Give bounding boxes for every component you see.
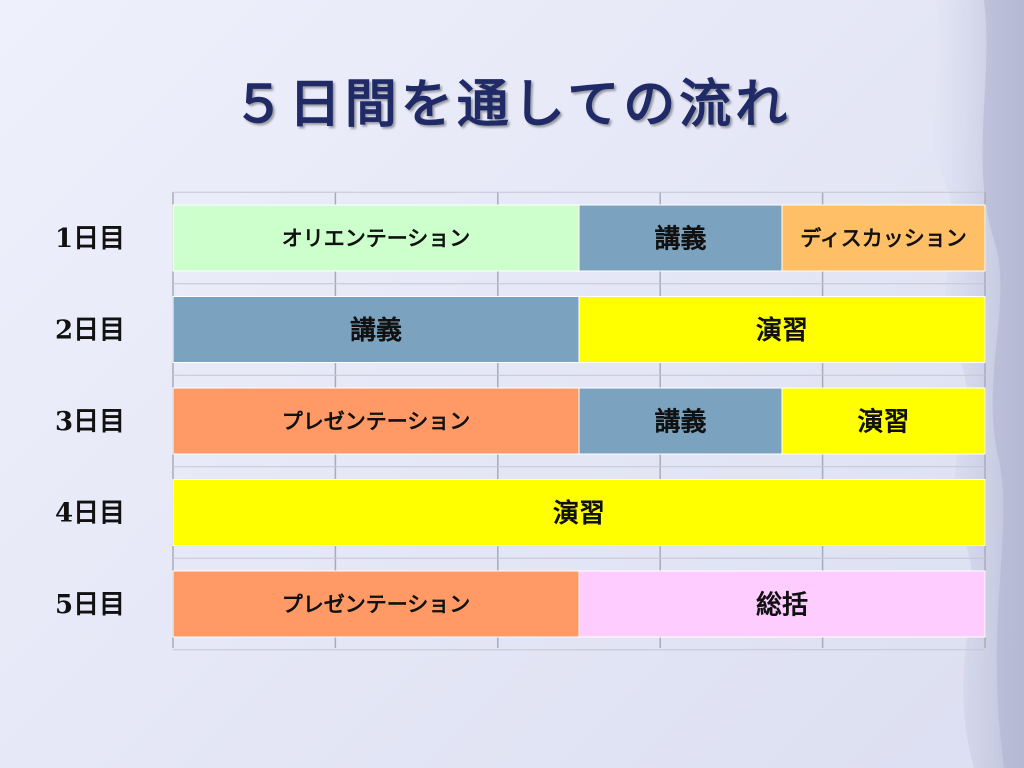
day-label: 5日目 — [55, 590, 125, 620]
day-labels: 1日目 2日目 3日目 4日目 5日目 — [55, 224, 125, 620]
bar-label: ディスカッション — [800, 227, 967, 251]
bar-segment — [781, 204, 986, 272]
bar-label: 総括 — [756, 589, 808, 620]
bar-segment — [172, 296, 580, 363]
bar-segment — [172, 387, 580, 455]
bar-segment — [578, 296, 986, 363]
page-title: ５日間を通しての流れ — [232, 75, 792, 135]
bar-label: 演習 — [553, 498, 605, 529]
bar-label: 講義 — [350, 315, 402, 346]
bar-segment — [578, 204, 783, 272]
bar-label: オリエンテーション — [282, 227, 471, 251]
bar-segment — [578, 570, 986, 638]
bar-label: プレゼンテーション — [282, 410, 471, 434]
day-label: 2日目 — [55, 316, 125, 346]
bar-segment — [172, 204, 580, 272]
day-label: 4日目 — [55, 499, 125, 529]
bar-label: 講義 — [654, 406, 706, 437]
bar-segment — [578, 387, 783, 455]
day-label: 1日目 — [55, 224, 125, 254]
bar-label: 講義 — [654, 223, 706, 254]
bar-label: プレゼンテーション — [282, 593, 471, 617]
day-label: 3日目 — [55, 407, 125, 437]
bar-label: 演習 — [756, 315, 808, 346]
bar-segment — [781, 387, 986, 455]
bar-label: 演習 — [857, 406, 909, 437]
bar-segment — [172, 479, 986, 546]
